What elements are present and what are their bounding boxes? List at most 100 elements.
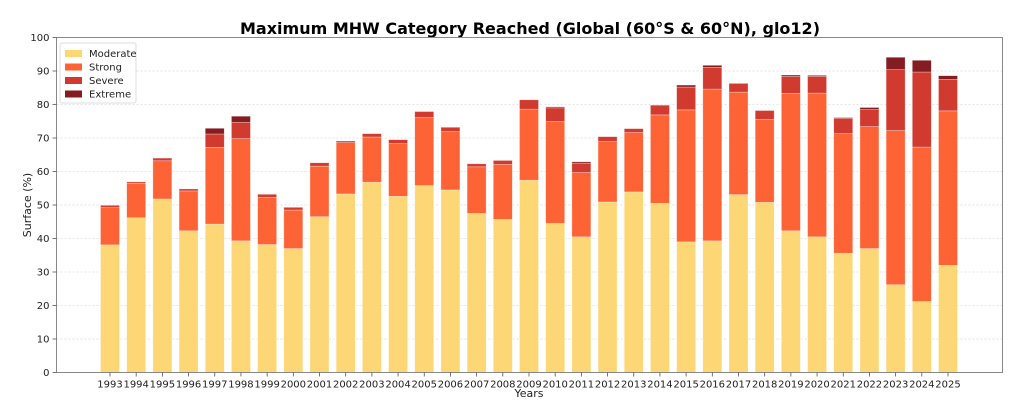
bar-strong-2020: [807, 92, 827, 238]
x-tick-label: 2012: [595, 380, 620, 391]
x-tick-label: 2022: [857, 380, 882, 391]
bar-moderate-2001: [309, 216, 330, 373]
x-tick-label: 1995: [150, 380, 175, 391]
bar-moderate-2022: [859, 248, 880, 373]
x-tick-label: 2000: [281, 380, 306, 391]
x-tick-label: 1994: [123, 380, 148, 391]
bar-moderate-2012: [597, 201, 618, 373]
bar-strong-1997: [204, 147, 225, 225]
bar-strong-2022: [859, 126, 880, 249]
bar-severe-2012: [597, 136, 618, 142]
bar-strong-1998: [231, 138, 251, 242]
bar-extreme-2025: [938, 75, 958, 80]
bar-moderate-2004: [388, 195, 408, 373]
bar-moderate-2002: [335, 193, 356, 373]
bar-moderate-2020: [807, 236, 827, 373]
bar-extreme-2023: [885, 56, 906, 70]
x-tick-label: 2005: [412, 380, 437, 391]
bar-moderate-2008: [493, 219, 513, 373]
bar-strong-2007: [466, 166, 487, 214]
bar-strong-2004: [388, 143, 408, 197]
bar-severe-2010: [545, 107, 565, 122]
legend-label-strong: Strong: [89, 63, 122, 74]
bar-severe-1995: [152, 157, 173, 162]
bars: [100, 56, 958, 373]
bar-severe-2025: [938, 79, 958, 112]
bar-moderate-2010: [545, 223, 565, 373]
y-tick-label: 10: [37, 335, 50, 346]
y-tick-label: 50: [37, 201, 50, 212]
bar-severe-2006: [440, 126, 461, 132]
x-tick-label: 2016: [700, 380, 725, 391]
bar-strong-2010: [545, 121, 565, 224]
bar-extreme-2021: [833, 117, 854, 119]
bar-severe-2013: [623, 128, 644, 133]
bar-extreme-2022: [859, 107, 880, 110]
bar-strong-2024: [912, 146, 932, 302]
x-tick-label: 2025: [935, 380, 960, 391]
bar-severe-1994: [126, 181, 146, 184]
bar-strong-2013: [623, 132, 644, 193]
bar-severe-2024: [912, 71, 932, 148]
bar-moderate-2017: [728, 194, 749, 373]
bar-moderate-2009: [519, 179, 539, 373]
bar-moderate-2015: [676, 241, 696, 373]
bar-extreme-1997: [204, 127, 225, 135]
x-tick-label: 2021: [831, 380, 856, 391]
bar-moderate-2013: [623, 191, 644, 373]
y-axis-label: Surface (%): [21, 173, 34, 237]
y-tick-label: 40: [37, 234, 50, 245]
bar-severe-2020: [807, 76, 827, 94]
bar-strong-2012: [597, 141, 618, 203]
bar-moderate-2005: [414, 185, 435, 373]
bar-severe-2001: [309, 162, 330, 167]
y-tick-label: 20: [37, 301, 50, 312]
bar-moderate-1996: [178, 230, 199, 373]
x-tick-label: 1998: [228, 380, 253, 391]
y-tick-label: 70: [37, 134, 50, 145]
bar-moderate-1998: [231, 240, 251, 373]
bar-severe-2004: [388, 139, 408, 144]
bar-severe-2019: [781, 76, 801, 94]
bar-severe-2021: [833, 117, 854, 134]
bar-moderate-2016: [702, 240, 723, 373]
bar-severe-1993: [100, 205, 120, 208]
x-tick-label: 2019: [778, 380, 803, 391]
bar-extreme-2016: [702, 65, 723, 68]
bar-moderate-2021: [833, 252, 854, 373]
x-tick-label: 2023: [883, 380, 908, 391]
bar-strong-2011: [571, 172, 592, 238]
bar-strong-2003: [362, 136, 382, 183]
bar-strong-2009: [519, 108, 539, 181]
x-tick-label: 2002: [333, 380, 358, 391]
legend: Moderate Strong Severe Extreme: [59, 42, 137, 104]
bar-strong-1996: [178, 190, 199, 232]
bar-extreme-2024: [912, 59, 932, 73]
bar-severe-1998: [231, 121, 251, 139]
y-tick-label: 0: [43, 368, 49, 379]
bar-severe-2002: [335, 140, 356, 143]
bar-moderate-1997: [204, 223, 225, 373]
bar-strong-1994: [126, 182, 146, 219]
bar-strong-2018: [754, 118, 775, 203]
x-tick-label: 2013: [621, 380, 646, 391]
chart-title: Maximum MHW Category Reached (Global (60…: [240, 19, 820, 38]
bar-moderate-2018: [754, 202, 775, 373]
legend-swatch-moderate: [65, 50, 82, 57]
x-tick-label: 1996: [176, 380, 201, 391]
x-tick-label: 2007: [464, 380, 489, 391]
bar-extreme-2020: [807, 75, 827, 77]
x-tick-label: 1997: [202, 380, 227, 391]
x-axis-label: Years: [513, 387, 543, 400]
bar-strong-2014: [650, 114, 670, 204]
legend-label-severe: Severe: [89, 76, 124, 87]
x-tick-label: 2003: [359, 380, 384, 391]
bar-moderate-1993: [100, 244, 120, 373]
bar-extreme-1998: [231, 115, 251, 123]
bar-severe-2022: [859, 109, 880, 127]
legend-label-moderate: Moderate: [89, 49, 137, 60]
bar-severe-2005: [414, 111, 435, 118]
bar-moderate-1999: [257, 244, 277, 373]
x-tick-label: 2018: [752, 380, 777, 391]
